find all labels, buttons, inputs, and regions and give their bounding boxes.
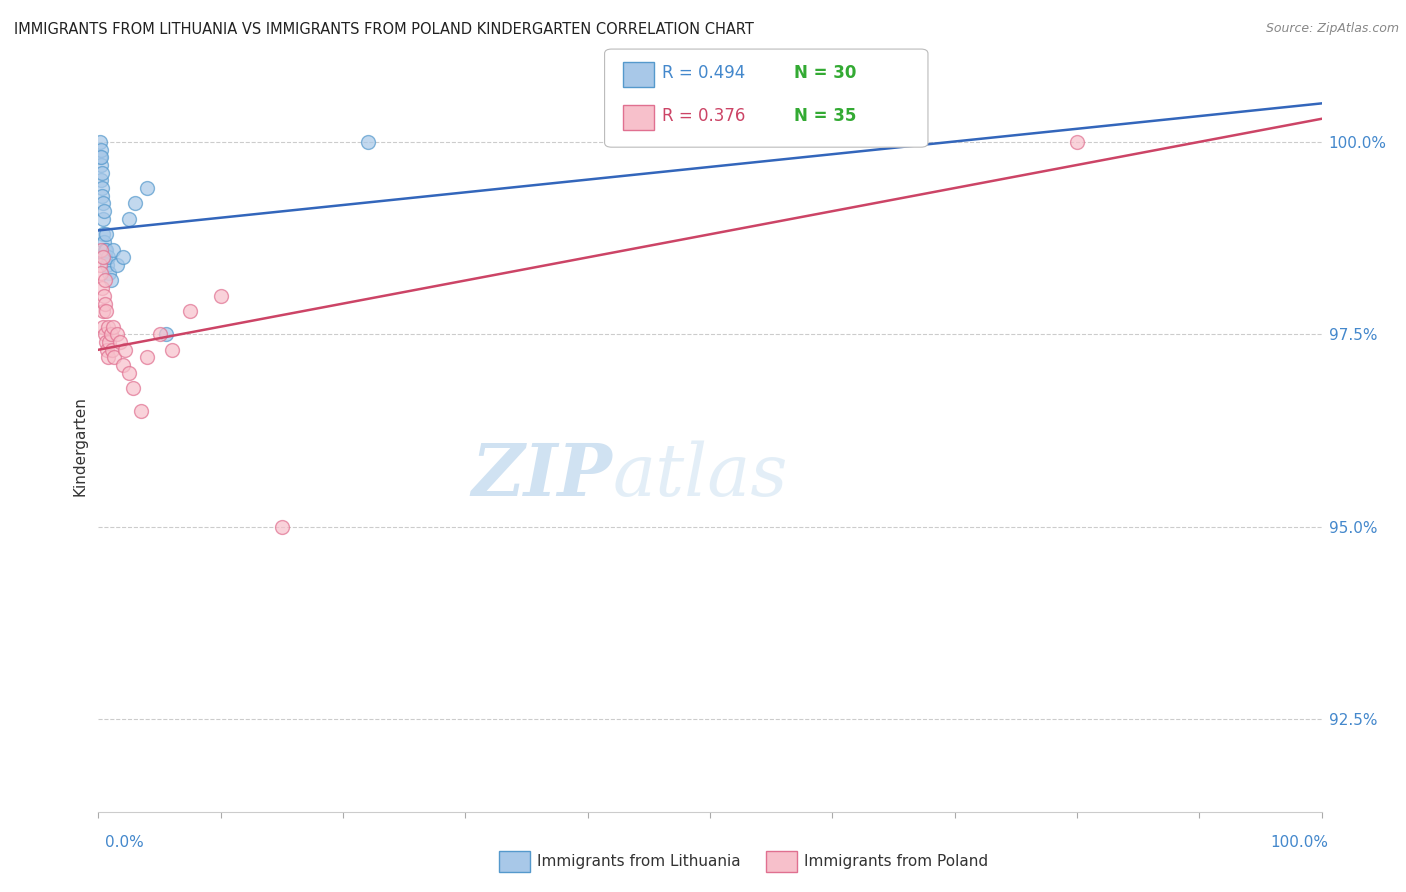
Point — [90, 243, 112, 257]
Point — [93, 204, 115, 219]
Point — [111, 251, 134, 265]
Point — [90, 266, 112, 280]
Point — [105, 327, 128, 342]
Point — [94, 273, 117, 287]
Text: IMMIGRANTS FROM LITHUANIA VS IMMIGRANTS FROM POLAND KINDERGARTEN CORRELATION CHA: IMMIGRANTS FROM LITHUANIA VS IMMIGRANTS … — [14, 22, 754, 37]
Point — [136, 181, 159, 195]
Point — [90, 143, 112, 157]
Point — [91, 188, 114, 202]
Point — [91, 211, 114, 226]
Point — [91, 251, 114, 265]
Point — [121, 381, 143, 395]
Point — [89, 150, 111, 164]
Point — [90, 166, 112, 180]
Point — [89, 258, 111, 272]
Point — [356, 135, 378, 149]
Point — [160, 343, 183, 357]
Point — [270, 520, 294, 534]
Point — [101, 243, 124, 257]
Text: Source: ZipAtlas.com: Source: ZipAtlas.com — [1265, 22, 1399, 36]
Point — [155, 327, 177, 342]
Text: ZIP: ZIP — [471, 440, 612, 511]
Point — [124, 196, 146, 211]
Point — [100, 273, 122, 287]
Point — [149, 327, 172, 342]
Point — [94, 327, 117, 342]
Point — [93, 235, 115, 249]
Text: R = 0.494: R = 0.494 — [662, 64, 745, 82]
Point — [118, 366, 141, 380]
Point — [90, 158, 112, 172]
Point — [111, 358, 134, 372]
Point — [96, 258, 118, 272]
Text: atlas: atlas — [612, 440, 787, 510]
Point — [91, 319, 114, 334]
Point — [179, 304, 201, 318]
Text: R = 0.376: R = 0.376 — [662, 107, 745, 125]
Point — [209, 289, 232, 303]
Point — [97, 351, 120, 365]
Point — [101, 319, 124, 334]
Point — [89, 135, 111, 149]
Point — [94, 251, 117, 265]
Point — [98, 266, 121, 280]
Point — [91, 181, 114, 195]
Point — [101, 343, 124, 357]
Point — [91, 227, 114, 242]
Point — [94, 227, 117, 242]
Point — [129, 404, 152, 418]
Point — [96, 343, 118, 357]
Point — [1066, 135, 1088, 149]
Text: Immigrants from Poland: Immigrants from Poland — [804, 855, 988, 869]
Text: N = 35: N = 35 — [794, 107, 856, 125]
Point — [97, 251, 120, 265]
Point — [105, 258, 128, 272]
Point — [136, 351, 159, 365]
Point — [93, 296, 115, 310]
Point — [96, 243, 118, 257]
Point — [118, 211, 141, 226]
Point — [91, 304, 114, 318]
Point — [90, 150, 112, 164]
Point — [103, 351, 125, 365]
Text: N = 30: N = 30 — [794, 64, 856, 82]
Point — [94, 334, 117, 349]
Point — [114, 343, 136, 357]
Point — [100, 327, 122, 342]
Text: 0.0%: 0.0% — [105, 836, 145, 850]
Point — [93, 243, 115, 257]
Point — [98, 334, 121, 349]
Point — [110, 334, 132, 349]
Text: Immigrants from Lithuania: Immigrants from Lithuania — [537, 855, 741, 869]
Point — [97, 319, 120, 334]
Point — [91, 281, 114, 295]
Text: 100.0%: 100.0% — [1271, 836, 1329, 850]
Point — [93, 289, 115, 303]
Point — [96, 304, 118, 318]
Point — [90, 173, 112, 187]
Y-axis label: Kindergarten: Kindergarten — [72, 396, 87, 496]
Point — [91, 196, 114, 211]
